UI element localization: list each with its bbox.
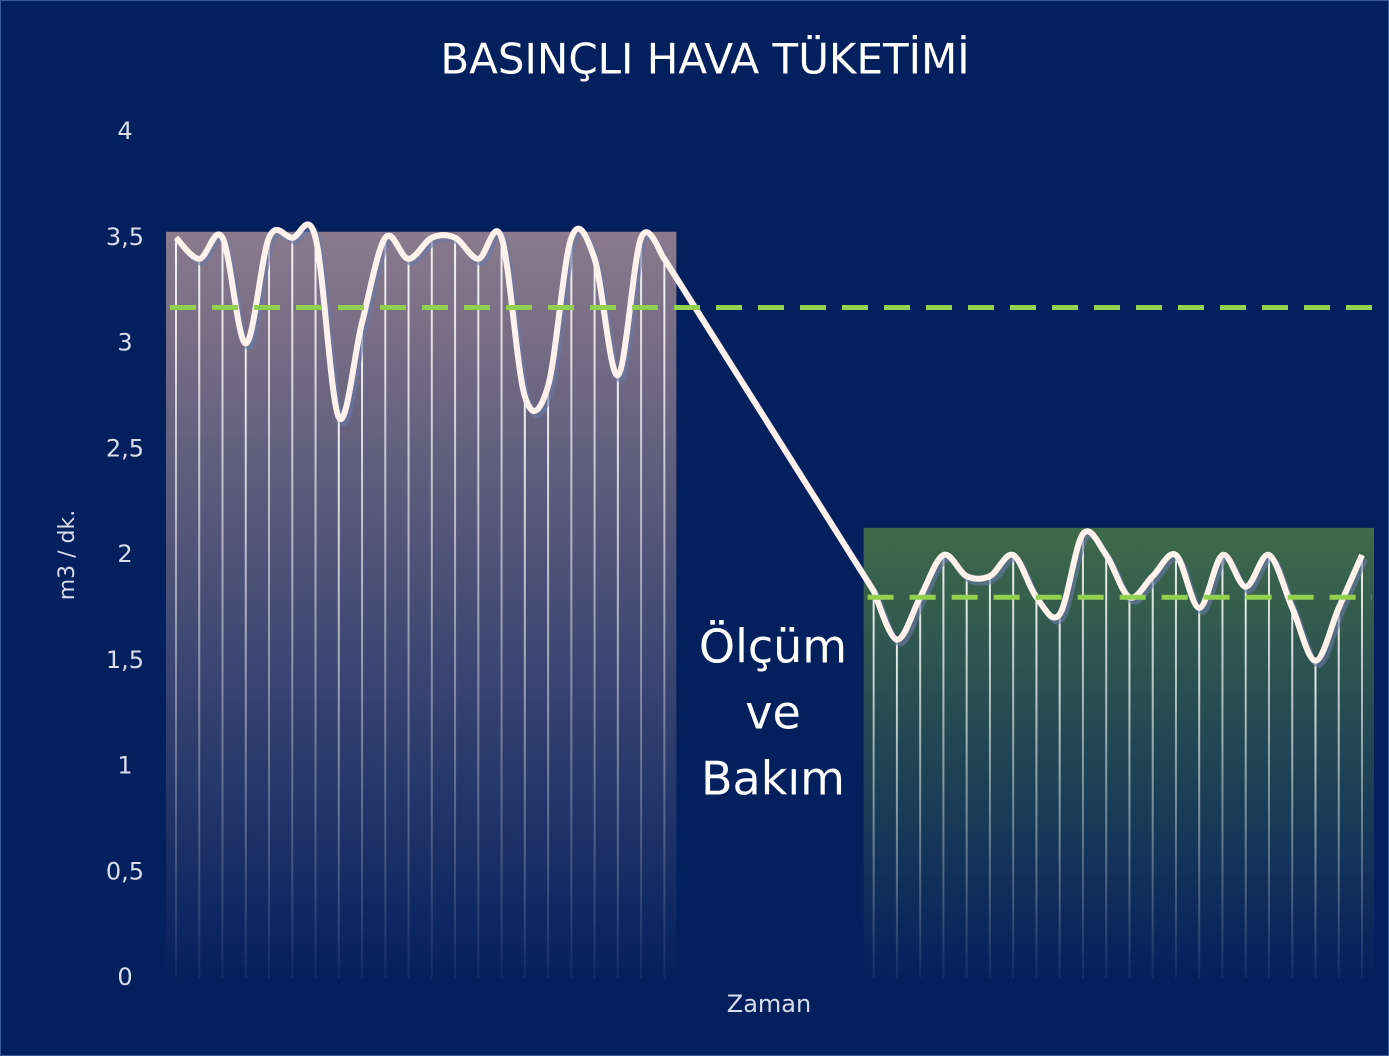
drop-line <box>244 343 247 978</box>
drop-line <box>988 576 991 978</box>
drop-line <box>919 597 922 978</box>
y-tick-label: 2,5 <box>106 434 144 462</box>
drop-line <box>872 590 875 978</box>
y-tick-label: 0,5 <box>106 857 144 885</box>
y-tick-label: 0 <box>117 963 132 991</box>
drop-line <box>175 237 177 978</box>
y-tick-label: 4 <box>117 117 132 145</box>
drop-line <box>1198 607 1201 978</box>
x-axis-label: Zaman <box>727 990 811 1018</box>
drop-line <box>1151 576 1154 978</box>
drop-line <box>1058 614 1061 978</box>
drop-line <box>291 237 294 978</box>
drop-line <box>1081 533 1084 978</box>
annotation: Ölçüm <box>699 620 847 674</box>
drop-line <box>593 258 596 978</box>
drop-line <box>1291 607 1294 978</box>
drop-line <box>1012 555 1015 978</box>
drop-line <box>430 237 433 978</box>
drop-line <box>616 375 619 979</box>
y-tick-label: 2 <box>117 540 132 568</box>
drop-line <box>1105 555 1108 978</box>
drop-line <box>477 258 480 978</box>
drop-line <box>523 396 526 978</box>
drop-line <box>407 258 410 978</box>
drop-line <box>1244 586 1247 978</box>
y-axis-label: m3 / dk. <box>55 510 80 601</box>
drop-line <box>337 417 340 978</box>
drop-line <box>268 237 271 978</box>
drop-line <box>570 237 573 978</box>
drop-line <box>1174 555 1177 978</box>
drop-line <box>1221 555 1224 978</box>
chart-title: BASINÇLI HAVA TÜKETİMİ <box>440 34 969 84</box>
drop-line <box>454 237 457 978</box>
drop-line <box>895 639 898 978</box>
y-tick-label: 3 <box>117 329 132 357</box>
y-tick-label: 1,5 <box>106 646 144 674</box>
line <box>173 221 1365 664</box>
y-tick-label: 3,5 <box>106 223 144 251</box>
drop-line <box>663 258 666 978</box>
drop-line <box>640 237 643 978</box>
drop-line <box>221 237 224 978</box>
drop-line <box>198 258 201 978</box>
drop-line <box>1035 597 1038 978</box>
drop-line <box>1361 555 1363 978</box>
drop-line <box>1314 660 1317 978</box>
y-tick-label: 1 <box>117 752 132 780</box>
annotation: Bakım <box>701 752 845 806</box>
drop-line <box>1128 597 1131 978</box>
drop-line <box>384 237 387 978</box>
annotation: ve <box>745 686 801 740</box>
drop-line <box>314 237 317 978</box>
drop-line <box>942 555 945 978</box>
drop-line <box>1267 555 1270 978</box>
drop-line <box>1337 607 1340 978</box>
drop-line <box>547 385 550 978</box>
drop-line <box>500 237 503 978</box>
drop-line <box>361 322 364 979</box>
drop-line <box>965 576 968 978</box>
band <box>166 231 677 978</box>
